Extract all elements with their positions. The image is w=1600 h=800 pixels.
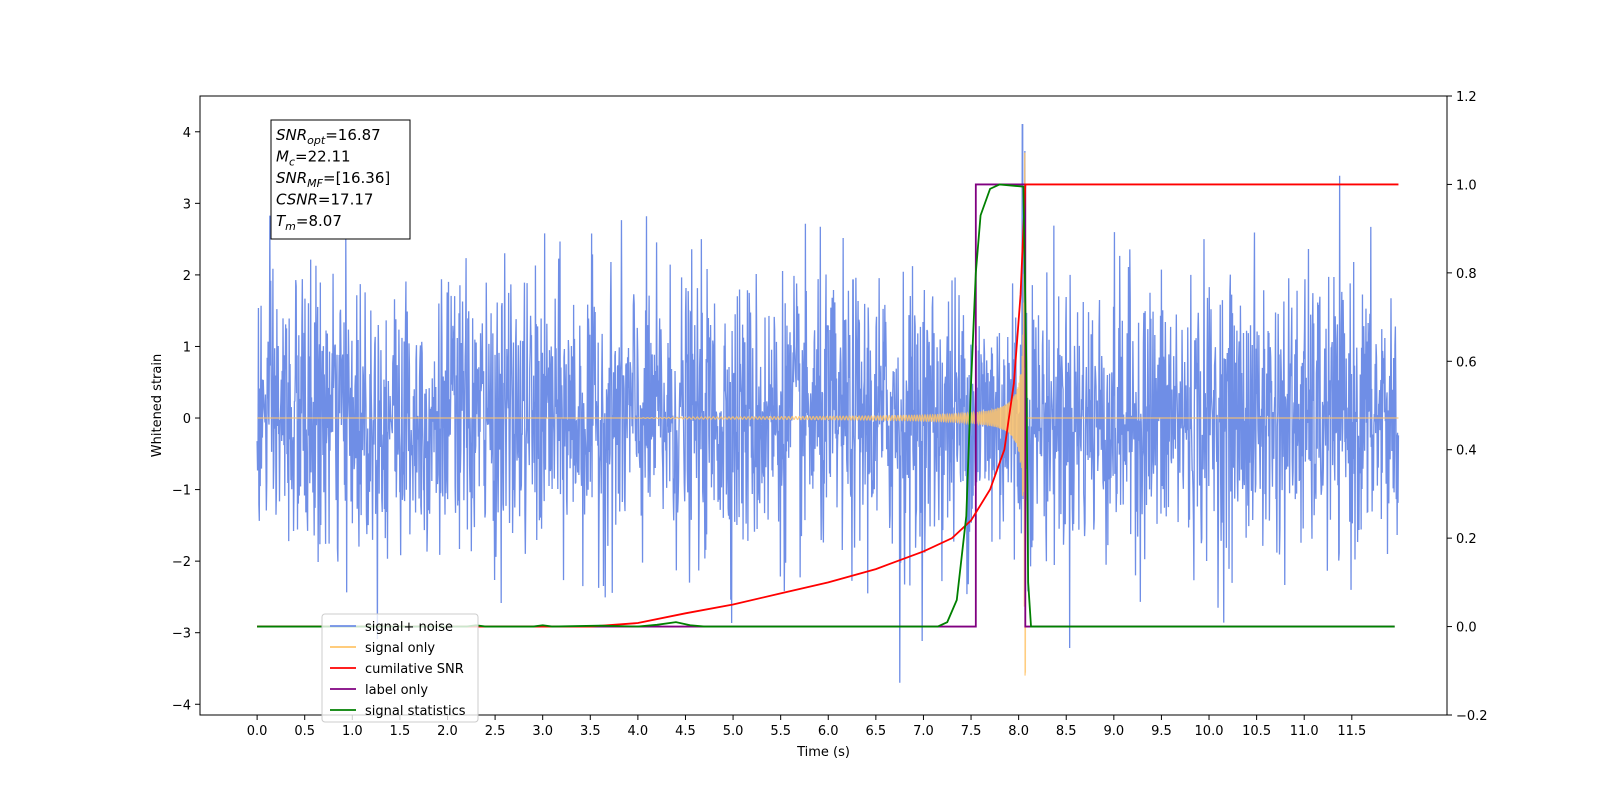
y-tick-label: 3 bbox=[183, 197, 191, 212]
x-tick-label: 9.0 bbox=[1103, 724, 1124, 739]
axes: 0.0 0.5 1.0 1.5 2.0 2.5 3.0 3.5 4.0 4.5 5.0 5.5 6.0 6… bbox=[172, 90, 1488, 739]
y-tick-label: −2 bbox=[172, 555, 191, 570]
annotation-line: CSNR=17.17 bbox=[276, 191, 373, 209]
x-tick-label: 1.5 bbox=[390, 724, 411, 739]
x-tick-label: 11.0 bbox=[1290, 724, 1319, 739]
x-tick-label: 7.0 bbox=[913, 724, 934, 739]
x-tick-label: 5.0 bbox=[723, 724, 744, 739]
x-tick-label: 4.5 bbox=[675, 724, 696, 739]
legend-label: signal+ noise bbox=[365, 620, 453, 635]
x-tick-label: 2.5 bbox=[485, 724, 506, 739]
axes-frame bbox=[199, 95, 1448, 716]
y2-tick-label: 0.2 bbox=[1456, 532, 1477, 547]
annotation-box: SNRopt=16.87Mc=22.11SNRMF=[16.36]CSNR=17… bbox=[270, 119, 411, 240]
y-tick-label: 1 bbox=[183, 340, 191, 355]
x-tick-label: 0.5 bbox=[294, 724, 315, 739]
y-tick-label: −1 bbox=[172, 484, 191, 499]
y-axis-label: Whitened strain bbox=[150, 354, 165, 457]
y2-tick-label: 0.4 bbox=[1456, 444, 1477, 459]
y-tick-label: −4 bbox=[172, 698, 191, 713]
x-tick-label: 6.0 bbox=[818, 724, 839, 739]
x-tick-label: 1.0 bbox=[342, 724, 363, 739]
x-tick-label: 8.0 bbox=[1008, 724, 1029, 739]
y-tick-label: 2 bbox=[183, 269, 191, 284]
x-tick-label: 10.5 bbox=[1242, 724, 1271, 739]
annotation-line: SNRopt=16.87 bbox=[276, 126, 381, 147]
y2-tick-label: 0.8 bbox=[1456, 267, 1477, 282]
x-tick-label: 0.0 bbox=[247, 724, 268, 739]
x-tick-label: 8.5 bbox=[1056, 724, 1077, 739]
annotation-line: Mc=22.11 bbox=[276, 148, 351, 169]
y-tick-label: −3 bbox=[172, 627, 191, 642]
legend-label: signal statistics bbox=[365, 704, 466, 719]
y2-tick-label: 0.0 bbox=[1456, 621, 1477, 636]
x-tick-label: 6.5 bbox=[866, 724, 887, 739]
legend-label: cumilative SNR bbox=[365, 662, 464, 677]
x-tick-label: 4.0 bbox=[628, 724, 649, 739]
series-cumulative-snr bbox=[257, 183, 1399, 628]
y-tick-label: 4 bbox=[183, 126, 191, 141]
legend: signal+ noise signal only cumilative SNR la… bbox=[321, 613, 479, 723]
series-signal-only bbox=[257, 152, 1399, 676]
x-axis-label: Time (s) bbox=[796, 745, 850, 760]
series-signal-noise bbox=[256, 123, 1400, 683]
x-tick-label: 7.5 bbox=[961, 724, 982, 739]
x-tick-label: 9.5 bbox=[1151, 724, 1172, 739]
plot-area bbox=[256, 123, 1400, 683]
legend-box bbox=[321, 613, 479, 723]
annotation-frame bbox=[270, 119, 411, 240]
y2-tick-label: 0.6 bbox=[1456, 355, 1477, 370]
x-tick-label: 2.0 bbox=[437, 724, 458, 739]
y-tick-label: 0 bbox=[183, 412, 191, 427]
x-tick-label: 10.0 bbox=[1195, 724, 1224, 739]
y2-tick-label: −0.2 bbox=[1456, 709, 1488, 724]
annotation-line: SNRMF=[16.36] bbox=[276, 169, 390, 190]
y2-tick-label: 1.2 bbox=[1456, 90, 1477, 105]
legend-label: label only bbox=[365, 683, 428, 698]
y2-tick-label: 1.0 bbox=[1456, 178, 1477, 193]
x-tick-label: 3.5 bbox=[580, 724, 601, 739]
annotation-line: Tm=8.07 bbox=[276, 212, 342, 233]
series-signal-statistics bbox=[257, 183, 1395, 628]
x-tick-label: 3.0 bbox=[532, 724, 553, 739]
x-tick-label: 5.5 bbox=[770, 724, 791, 739]
legend-label: signal only bbox=[365, 641, 435, 656]
x-tick-label: 11.5 bbox=[1337, 724, 1366, 739]
